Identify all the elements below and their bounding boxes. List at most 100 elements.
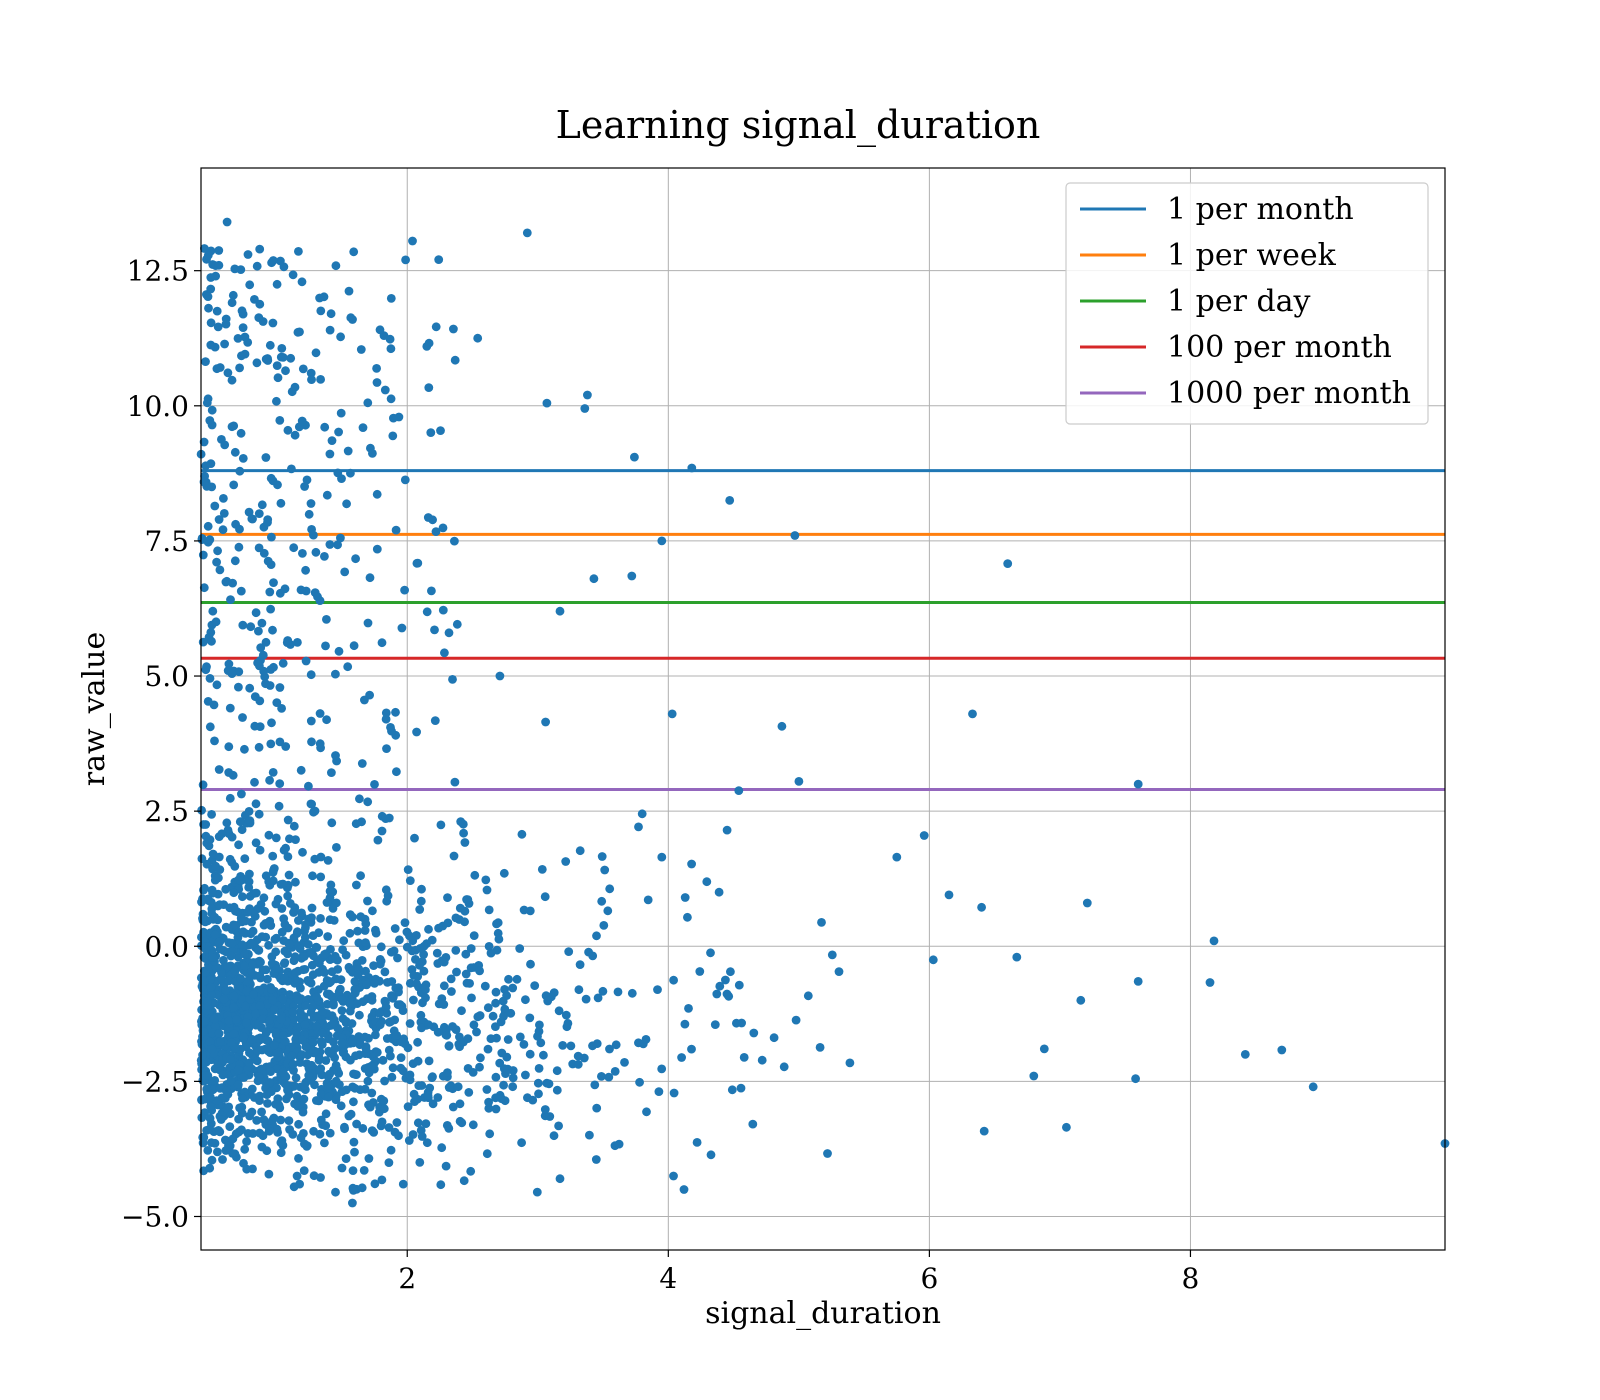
scatter-point (237, 306, 247, 316)
scatter-point (679, 1185, 689, 1194)
scatter-point (337, 995, 347, 1004)
scatter-point (438, 523, 448, 533)
scatter-point (620, 1058, 629, 1067)
scatter-point (306, 368, 316, 378)
scatter-point (466, 963, 476, 973)
scatter-point (214, 515, 224, 524)
scatter-point (322, 715, 331, 725)
scatter-point (236, 586, 246, 596)
scatter-point (541, 717, 550, 727)
scatter-point (289, 821, 299, 831)
scatter-point (396, 1053, 406, 1062)
scatter-point (285, 834, 294, 844)
scatter-point (254, 809, 264, 819)
scatter-point (409, 1089, 419, 1099)
scatter-point (1133, 779, 1143, 789)
scatter-point (416, 1010, 426, 1020)
scatter-point (263, 556, 273, 566)
scatter-point (386, 1051, 395, 1061)
scatter-point (722, 825, 732, 835)
scatter-point (235, 1103, 245, 1113)
scatter-point (272, 279, 282, 289)
scatter-point (739, 1053, 749, 1062)
scatter-point (203, 521, 213, 531)
scatter-point (415, 960, 424, 970)
scatter-point (823, 1149, 832, 1158)
scatter-point (533, 1078, 543, 1088)
scatter-point (443, 893, 452, 902)
scatter-point (472, 1027, 481, 1037)
scatter-point (229, 991, 239, 1001)
scatter-point (299, 1166, 309, 1175)
scatter-point (515, 1032, 525, 1042)
scatter-point (680, 1019, 690, 1029)
scatter-point (591, 1155, 601, 1164)
scatter-point (519, 905, 529, 915)
scatter-point (482, 1149, 492, 1159)
scatter-point (227, 832, 237, 842)
scatter-point (327, 818, 337, 828)
scatter-point (228, 578, 238, 588)
scatter-point (598, 986, 608, 996)
scatter-point (395, 935, 404, 945)
scatter-point (653, 985, 662, 994)
scatter-point (484, 942, 494, 951)
scatter-point (491, 998, 500, 1008)
scatter-point (239, 1073, 249, 1082)
scatter-point (791, 1015, 801, 1025)
scatter-point (273, 373, 283, 383)
scatter-point (344, 286, 354, 296)
scatter-point (201, 1057, 211, 1067)
scatter-point (667, 709, 677, 719)
scatter-point (273, 1047, 282, 1057)
scatter-point (211, 617, 221, 627)
scatter-point (593, 993, 603, 1003)
scatter-point (247, 1035, 257, 1044)
scatter-point (363, 797, 373, 807)
scatter-point (654, 1087, 664, 1096)
scatter-point (1076, 995, 1086, 1005)
scatter-point (224, 976, 234, 986)
scatter-point (213, 322, 223, 332)
scatter-point (398, 1066, 408, 1076)
scatter-point (215, 565, 225, 575)
scatter-point (280, 973, 289, 983)
scatter-point (263, 518, 272, 527)
scatter-point (604, 1072, 614, 1082)
scatter-point (500, 985, 509, 994)
y-tick-label: 10.0 (127, 390, 189, 423)
scatter-point (320, 422, 330, 432)
scatter-point (540, 892, 550, 902)
scatter-point (363, 896, 372, 906)
scatter-point (205, 1163, 215, 1173)
scatter-point (206, 340, 216, 350)
scatter-point (278, 994, 287, 1004)
scatter-point (706, 1150, 716, 1160)
scatter-point (304, 1071, 314, 1080)
scatter-point (448, 675, 457, 684)
scatter-point (380, 385, 390, 395)
scatter-point (375, 1009, 384, 1018)
scatter-point (476, 1053, 485, 1063)
scatter-point (333, 540, 342, 550)
scatter-point (226, 595, 235, 604)
scatter-point (316, 1173, 325, 1182)
scatter-point (421, 993, 430, 1003)
scatter-point (354, 938, 364, 948)
scatter-point (324, 1082, 334, 1092)
scatter-point (372, 378, 382, 387)
scatter-point (290, 430, 300, 440)
scatter-point (410, 833, 419, 843)
scatter-point (424, 924, 433, 934)
scatter-point (409, 971, 419, 980)
scatter-point (207, 1044, 217, 1054)
scatter-point (302, 475, 312, 485)
x-tick-label: 2 (398, 1262, 416, 1295)
scatter-point (238, 323, 248, 332)
scatter-point (386, 344, 396, 354)
scatter-point (583, 390, 592, 400)
scatter-point (424, 383, 434, 392)
scatter-point (316, 914, 325, 923)
scatter-point (304, 781, 313, 791)
scatter-point (251, 838, 261, 848)
